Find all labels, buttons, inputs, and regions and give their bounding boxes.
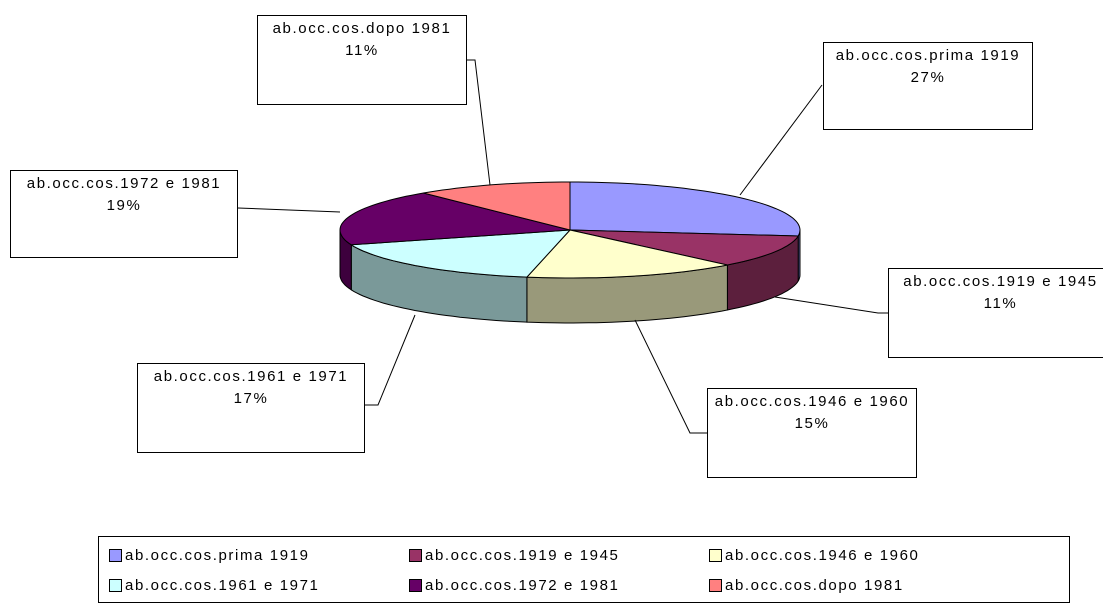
legend-swatch	[109, 579, 122, 592]
legend-label: ab.occ.cos.1961 e 1971	[125, 577, 320, 594]
legend-item: ab.occ.cos.prima 1919	[109, 541, 409, 569]
callout: ab.occ.cos.prima 1919 27%	[823, 42, 1033, 130]
legend-item: ab.occ.cos.1972 e 1981	[409, 572, 709, 600]
callout: ab.occ.cos.1972 e 1981 19%	[10, 170, 238, 258]
legend-item: ab.occ.cos.1961 e 1971	[109, 572, 409, 600]
callout-category: ab.occ.cos.1946 e 1960	[714, 393, 910, 410]
slice	[339, 192, 571, 246]
callout-value: 11%	[983, 295, 1018, 312]
callout-category: ab.occ.cos.1972 e 1981	[26, 175, 222, 192]
legend-swatch	[709, 548, 722, 562]
legend-label: ab.occ.cos.1972 e 1981	[425, 577, 620, 594]
slice	[525, 229, 728, 279]
callout-value: 19%	[106, 197, 142, 214]
callout-category: ab.occ.cos.prima 1919	[835, 47, 1021, 64]
leader-line	[774, 296, 888, 314]
legend-item: ab.occ.cos.1946 e 1960	[709, 541, 1049, 569]
slice	[569, 229, 800, 266]
legend-swatch	[409, 548, 422, 562]
leader-line	[467, 59, 491, 186]
callout-value: 15%	[794, 415, 830, 432]
legend-swatch	[409, 579, 422, 592]
legend-item: ab.occ.cos.dopo 1981	[709, 572, 1049, 600]
callout: ab.occ.cos.1961 e 1971 17%	[137, 363, 365, 453]
callout: ab.occ.cos.dopo 1981 11%	[257, 15, 467, 105]
legend-label: ab.occ.cos.prima 1919	[125, 546, 310, 564]
leader-line	[739, 84, 823, 196]
callout-category: ab.occ.cos.1919 e 1945	[903, 273, 1098, 290]
legend-swatch	[709, 579, 722, 592]
legend-label: ab.occ.cos.1919 e 1945	[425, 546, 620, 564]
legend-swatch	[109, 548, 122, 562]
leader-line	[634, 319, 707, 434]
legend: ab.occ.cos.prima 1919 ab.occ.cos.1919 e 1…	[98, 536, 1070, 603]
callout: ab.occ.cos.1946 e 1960 15%	[707, 388, 917, 478]
callout-category: ab.occ.cos.1961 e 1971	[153, 368, 349, 385]
slice	[349, 229, 572, 278]
callout-value: 11%	[345, 42, 379, 59]
callout-value: 17%	[233, 390, 269, 407]
leader-line	[365, 314, 416, 406]
slice	[423, 181, 571, 231]
leader-line	[237, 207, 341, 213]
callout: ab.occ.cos.1919 e 1945 11%	[888, 268, 1103, 358]
slice	[569, 181, 801, 237]
callout-category: ab.occ.cos.dopo 1981	[272, 20, 452, 37]
legend-label: ab.occ.cos.dopo 1981	[725, 577, 904, 594]
legend-label: ab.occ.cos.1946 e 1960	[725, 546, 920, 564]
legend-item: ab.occ.cos.1919 e 1945	[409, 541, 709, 569]
callout-value: 27%	[910, 69, 946, 86]
